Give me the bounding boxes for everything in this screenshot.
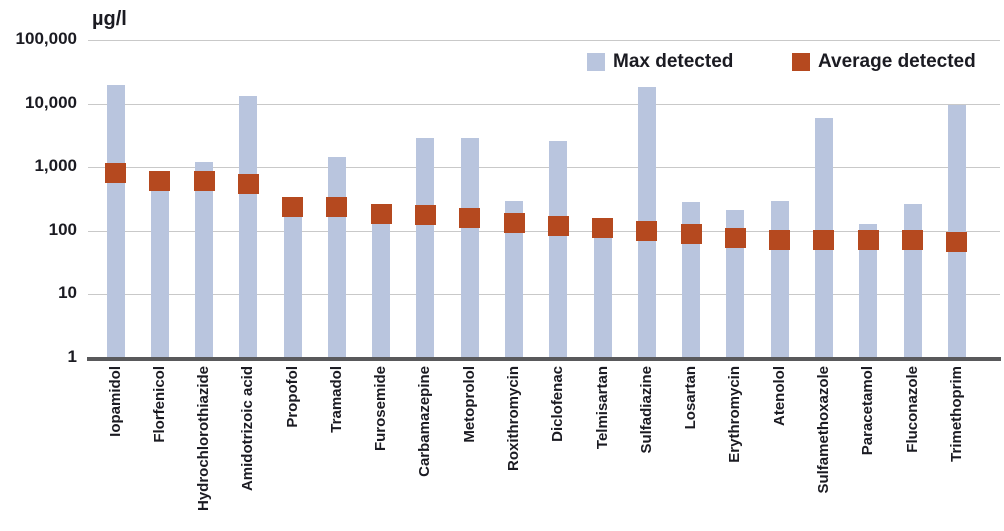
average-detected-marker [194, 171, 215, 192]
average-detected-marker [725, 227, 746, 248]
average-detected-marker [681, 224, 702, 245]
max-detected-bar [771, 200, 789, 358]
legend-item-max-detected: Max detected [587, 52, 733, 72]
x-axis-category-label: Paracetamol [859, 366, 876, 456]
average-detected-marker [238, 173, 259, 194]
y-axis-tick-label: 10,000 [25, 93, 77, 112]
y-axis-tick-label: 10 [58, 283, 77, 302]
x-axis-category-label: Sulfamethoxazole [815, 366, 832, 494]
y-axis-tick-label: 100 [48, 220, 77, 239]
max-detected-bar [416, 137, 434, 358]
x-axis-category-label: Sulfadiazine [638, 366, 655, 454]
x-axis-category-label: Fluconazole [904, 366, 921, 453]
max-detected-bar [284, 197, 302, 358]
x-axis-line [87, 357, 1001, 361]
max-detected-bar [948, 105, 966, 358]
average-detected-marker [149, 171, 170, 192]
average-detected-marker [548, 215, 569, 236]
x-axis-category-label: Florfenicol [151, 366, 168, 443]
y-axis-tick-label: 1 [67, 347, 77, 366]
max-detected-bar [904, 203, 922, 358]
average-detected-marker [105, 163, 126, 184]
legend-swatch-max-icon [587, 53, 605, 71]
x-axis-category-label: Erythromycin [726, 366, 743, 463]
legend-item-average-detected: Average detected [792, 52, 976, 72]
average-detected-marker [459, 207, 480, 228]
average-detected-marker [813, 229, 834, 250]
x-axis-category-label: Trimethoprim [948, 366, 965, 462]
max-detected-bar [195, 162, 213, 358]
x-axis-category-label: Hydrochlorothiazide [195, 366, 212, 512]
max-detected-bar [594, 218, 612, 358]
x-axis-category-label: Tramadol [328, 366, 345, 433]
average-detected-marker [371, 203, 392, 224]
max-detected-bar [505, 200, 523, 358]
average-detected-marker [415, 205, 436, 226]
legend-label-max-detected: Max detected [613, 51, 734, 72]
max-detected-bar [239, 96, 257, 358]
average-detected-marker [504, 212, 525, 233]
average-detected-marker [282, 196, 303, 217]
x-axis-category-label: Furosemide [372, 366, 389, 452]
max-detected-bar [859, 223, 877, 358]
x-axis-category-label: Losartan [682, 366, 699, 430]
max-detected-bar [151, 173, 169, 358]
x-axis-category-label: Telmisartan [594, 366, 611, 450]
average-detected-marker [902, 229, 923, 250]
x-axis-category-label: Propofol [284, 366, 301, 428]
x-axis-category-label: Amidotrizoic acid [239, 366, 256, 492]
y-axis-tick-label: 100,000 [15, 29, 77, 48]
legend-label-average-detected: Average detected [818, 51, 976, 72]
gridline [88, 40, 1000, 41]
legend-swatch-average-icon [792, 53, 810, 71]
average-detected-marker [326, 197, 347, 218]
average-detected-marker [592, 218, 613, 239]
max-detected-bar [461, 137, 479, 358]
x-axis-category-label: Carbamazepine [416, 366, 433, 477]
x-axis-category-label: Atenolol [771, 366, 788, 426]
y-axis-tick-label: 1,000 [34, 156, 77, 175]
average-detected-marker [858, 229, 879, 250]
average-detected-marker [636, 220, 657, 241]
average-detected-marker [946, 232, 967, 253]
max-detected-bar [328, 156, 346, 358]
gridline [88, 167, 1000, 168]
gridline [88, 104, 1000, 105]
max-detected-bar [372, 205, 390, 358]
y-axis-unit-label: µg/l [92, 8, 127, 30]
average-detected-marker [769, 229, 790, 250]
gridline [88, 294, 1000, 295]
x-axis-category-label: Roxithromycin [505, 366, 522, 472]
max-detected-bar [549, 140, 567, 358]
x-axis-category-label: Iopamidol [107, 366, 124, 437]
x-axis-category-label: Metoprolol [461, 366, 478, 443]
max-detected-bar [107, 84, 125, 358]
x-axis-category-label: Diclofenac [549, 366, 566, 442]
gridline [88, 231, 1000, 232]
